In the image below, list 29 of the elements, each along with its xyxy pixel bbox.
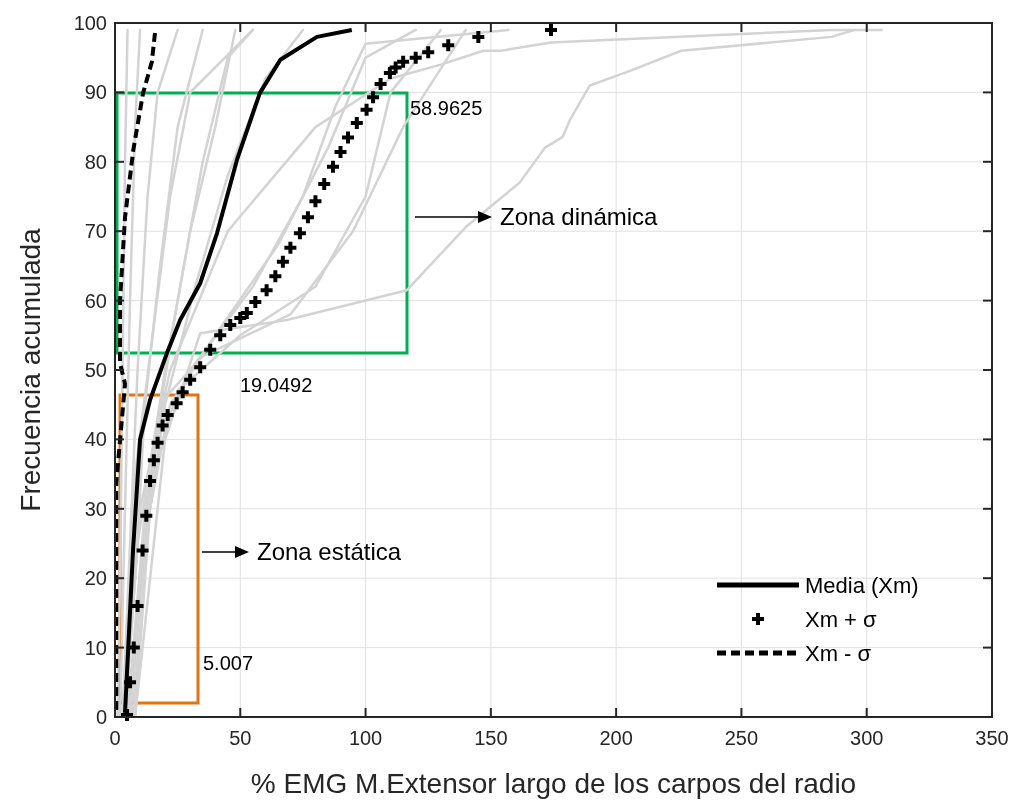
legend-label: Xm - σ [805,640,872,666]
y-tick-label: 90 [84,81,107,104]
y-tick-label: 10 [84,636,107,659]
y-tick-label: 80 [84,150,107,173]
y-tick-label: 30 [84,497,107,520]
y-tick-label: 70 [84,220,107,243]
annotation: Zona estática [257,538,402,566]
legend-label: Xm + σ [805,606,878,632]
y-tick-label: 40 [84,428,107,451]
x-tick-label: 150 [474,727,508,749]
x-tick-label: 0 [109,727,121,749]
legend-label: Media (Xm) [805,572,919,598]
y-tick-label: 0 [95,706,107,728]
x-tick-label: 100 [348,727,383,749]
x-tick-label: 350 [975,727,1009,749]
x-tick-label: 50 [229,727,252,749]
annotation: 58.9625 [410,97,483,119]
y-tick-label: 20 [84,567,107,590]
y-axis-title: Frecuencia acumulada [15,227,46,512]
y-tick-label: 60 [84,289,107,312]
x-tick-label: 300 [850,727,884,749]
annotation: 19.0492 [240,374,313,396]
x-tick-label: 200 [599,727,633,749]
y-tick-label: 50 [84,359,107,381]
y-tick-label: 100 [73,12,107,34]
x-tick-label: 250 [724,727,759,749]
x-axis-title: % EMG M.Extensor largo de los carpos del radio [250,768,857,799]
annotation: 5.007 [203,652,254,674]
annotation: Zona dinámica [500,203,659,231]
